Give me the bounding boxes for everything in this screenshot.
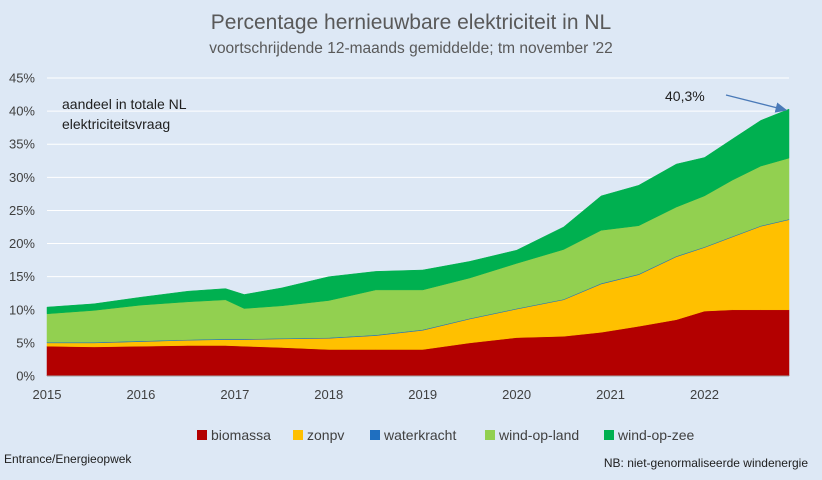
annotation-arrow: [725, 94, 788, 113]
legend-item-biomassa: biomassa: [197, 427, 271, 443]
annotation-value-label: 40,3%: [665, 88, 705, 104]
y-tick-label: 40%: [9, 104, 35, 119]
y-tick-label: 0%: [16, 369, 35, 384]
y-tick-label: 30%: [9, 170, 35, 185]
annotation-note-line1: aandeel in totale NL: [62, 96, 187, 112]
y-tick-label: 15%: [9, 269, 35, 284]
legend-item-zonpv: zonpv: [293, 427, 344, 443]
x-tick-label: 2022: [690, 387, 719, 402]
legend-swatch: [370, 430, 380, 440]
x-tick-label: 2016: [126, 387, 155, 402]
y-tick-label: 25%: [9, 203, 35, 218]
legend-label: wind-op-zee: [617, 427, 694, 443]
x-tick-label: 2017: [220, 387, 249, 402]
chart-subtitle: voortschrijdende 12-maands gemiddelde; t…: [209, 40, 613, 57]
legend-label: zonpv: [307, 427, 344, 443]
annotation-note-line2: elektriciteitsvraag: [62, 116, 170, 132]
x-axis: 2015 2016 2017 2018 2019 2020 2021 2022: [33, 387, 719, 402]
legend-item-wind-op-zee: wind-op-zee: [604, 427, 694, 443]
legend-swatch: [604, 430, 614, 440]
y-tick-label: 35%: [9, 137, 35, 152]
source-label: Entrance/Energieopwek: [4, 452, 132, 466]
area-wind-op-zee: [46, 108, 790, 315]
x-tick-label: 2018: [314, 387, 343, 402]
legend-swatch: [485, 430, 495, 440]
footnote: NB: niet-genormaliseerde windenergie: [604, 456, 808, 470]
y-tick-label: 20%: [9, 236, 35, 251]
legend-label: wind-op-land: [498, 427, 579, 443]
legend-item-waterkracht: waterkracht: [370, 427, 456, 443]
y-tick-label: 45%: [9, 71, 35, 86]
chart-title: Percentage hernieuwbare elektriciteit in…: [211, 11, 611, 34]
legend-swatch: [293, 430, 303, 440]
y-axis: 0% 5% 10% 15% 20% 25% 30% 35% 40% 45%: [9, 71, 35, 384]
legend-label: waterkracht: [383, 427, 456, 443]
y-tick-label: 5%: [16, 335, 35, 350]
x-tick-label: 2020: [502, 387, 531, 402]
x-tick-label: 2015: [33, 387, 62, 402]
x-tick-label: 2021: [596, 387, 625, 402]
legend-item-wind-op-land: wind-op-land: [485, 427, 579, 443]
x-tick-label: 2019: [408, 387, 437, 402]
legend-label: biomassa: [211, 427, 271, 443]
legend: biomassa zonpv waterkracht wind-op-land wind…: [197, 427, 694, 443]
plot-areas: [46, 108, 790, 377]
y-tick-label: 10%: [9, 302, 35, 317]
legend-swatch: [197, 430, 207, 440]
